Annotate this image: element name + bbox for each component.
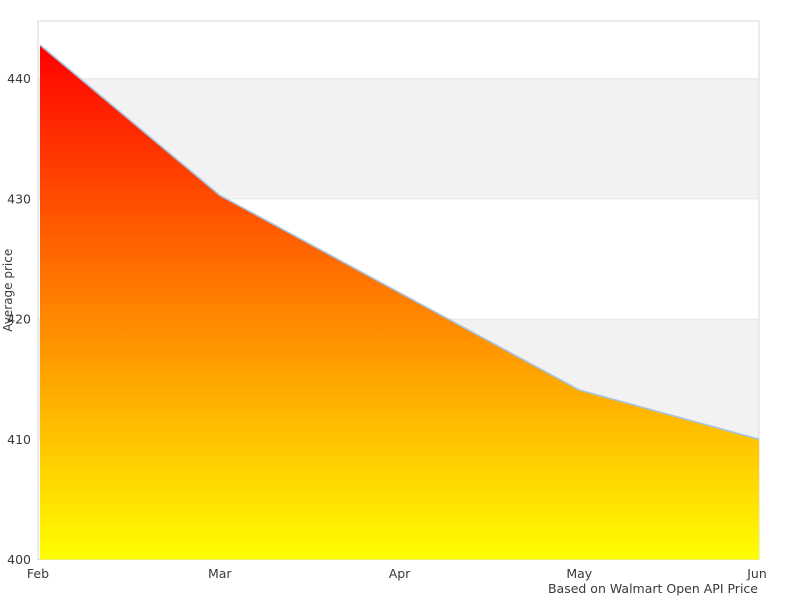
y-tick-label: 420 xyxy=(7,312,31,327)
x-tick-label: Mar xyxy=(208,566,232,581)
x-tick-label: Apr xyxy=(389,566,411,581)
x-tick-label: May xyxy=(566,566,592,581)
trend-line xyxy=(39,44,760,441)
y-tick-label: 410 xyxy=(7,432,31,447)
plot-band xyxy=(38,21,759,79)
area-fill xyxy=(40,45,759,560)
y-tick-label: 400 xyxy=(7,552,31,567)
y-axis-title: Average price xyxy=(1,249,15,332)
y-tick-label: 430 xyxy=(7,191,31,206)
y-tick-label: 440 xyxy=(7,71,31,86)
x-tick-label: Feb xyxy=(27,566,49,581)
x-tick-label: Jun xyxy=(746,566,767,581)
chart-caption: Based on Walmart Open API Price xyxy=(548,581,758,596)
